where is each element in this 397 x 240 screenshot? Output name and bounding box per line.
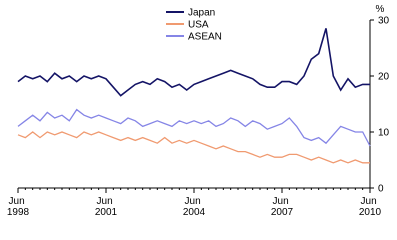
series-line: [17, 108, 371, 147]
x-tick-label: Jun 2007: [271, 196, 294, 218]
x-tick-label-line: Jun: [97, 196, 116, 207]
x-tick-label-line: 2004: [183, 207, 206, 218]
x-tick-label-line: 2001: [95, 207, 118, 218]
x-tick-label-line: Jun: [273, 196, 292, 207]
y-tick-label: 0: [378, 184, 384, 195]
legend-label: USA: [188, 20, 209, 31]
x-tick-label: Jun 2004: [183, 196, 206, 218]
x-tick-label: Jun 1998: [7, 196, 30, 218]
y-tick-label: 30: [378, 16, 390, 27]
series-line: [17, 131, 370, 164]
x-tick-label-line: Jun: [361, 196, 380, 207]
x-tick-label: Jun 2010: [359, 196, 382, 218]
series-line: [17, 28, 370, 97]
x-tick-label-line: 2007: [271, 207, 294, 218]
x-tick-label-line: Jun: [185, 196, 204, 207]
x-tick-label-line: 1998: [7, 207, 30, 218]
y-tick-label: 20: [378, 72, 390, 83]
x-tick-label-line: Jun: [9, 196, 28, 207]
unit-label: %: [376, 4, 385, 15]
x-tick-label: Jun 2001: [95, 196, 118, 218]
x-tick-label-line: 2010: [359, 207, 382, 218]
y-tick-label: 10: [378, 128, 390, 139]
legend-label: Japan: [188, 8, 215, 19]
legend-label: ASEAN: [188, 32, 222, 43]
